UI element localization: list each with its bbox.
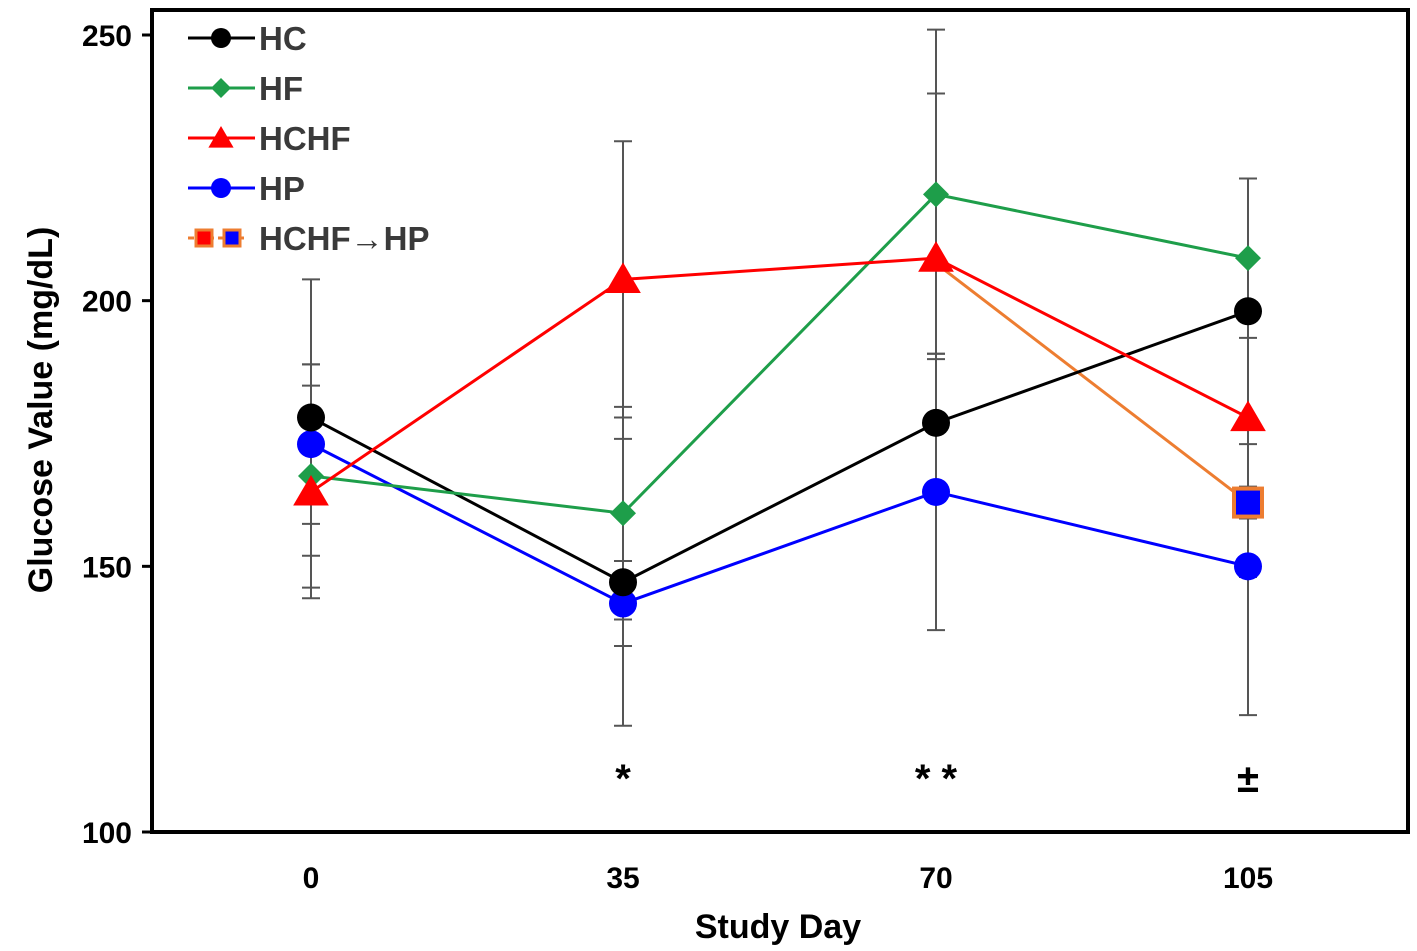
legend-label: HC: [259, 20, 307, 57]
legend-label: HCHF→HP: [259, 220, 430, 257]
series-line: [310, 192, 1249, 515]
legend-item: HC: [188, 20, 307, 57]
data-point: [610, 500, 636, 527]
data-point: [922, 477, 950, 506]
data-point: [609, 568, 637, 597]
data-point: [1234, 297, 1262, 326]
data-point: [922, 408, 950, 437]
legend-marker: [211, 178, 231, 198]
legend-marker: [208, 126, 234, 148]
data-point: [1234, 552, 1262, 581]
data-point: [923, 181, 949, 208]
data-point: [918, 241, 954, 272]
legend-marker: [194, 228, 214, 248]
legend-item: HCHF→HP: [188, 220, 430, 257]
legend-item: HP: [188, 170, 305, 207]
data-point: [1232, 486, 1264, 519]
legend-label: HP: [259, 170, 305, 207]
legend-item: HF: [188, 70, 303, 107]
significance-marker: *: [615, 757, 631, 801]
legend-label: HF: [259, 70, 303, 107]
legend-marker: [211, 78, 231, 98]
legend-label: HCHF: [259, 120, 351, 157]
series-line: [310, 442, 1249, 606]
legend-item: HCHF: [188, 120, 351, 157]
x-tick-label: 35: [606, 862, 639, 895]
data-point: [605, 262, 641, 294]
significance-marker: * *: [915, 757, 958, 801]
legend-marker: [222, 228, 242, 248]
y-tick-label: 150: [82, 551, 132, 584]
data-point: [1230, 400, 1266, 432]
data-point: [297, 403, 325, 432]
data-point: [297, 430, 325, 459]
data-point: [609, 589, 637, 618]
x-tick-label: 0: [303, 862, 320, 895]
y-tick-label: 100: [82, 817, 132, 850]
x-tick-label: 105: [1223, 862, 1273, 895]
data-point: [293, 474, 329, 506]
x-tick-label: 70: [919, 862, 952, 895]
y-tick-label: 200: [82, 286, 132, 319]
legend-marker: [211, 28, 231, 48]
x-axis-title: Study Day: [695, 908, 861, 946]
y-tick-label: 250: [82, 20, 132, 53]
plot-frame: [150, 8, 1410, 834]
data-point: [1235, 245, 1261, 272]
significance-marker: ±: [1237, 757, 1259, 801]
y-axis-title: Glucose Value (mg/dL): [22, 227, 60, 594]
series-line: [310, 309, 1249, 584]
series-line: [310, 256, 1249, 494]
series-line: [935, 262, 1249, 504]
